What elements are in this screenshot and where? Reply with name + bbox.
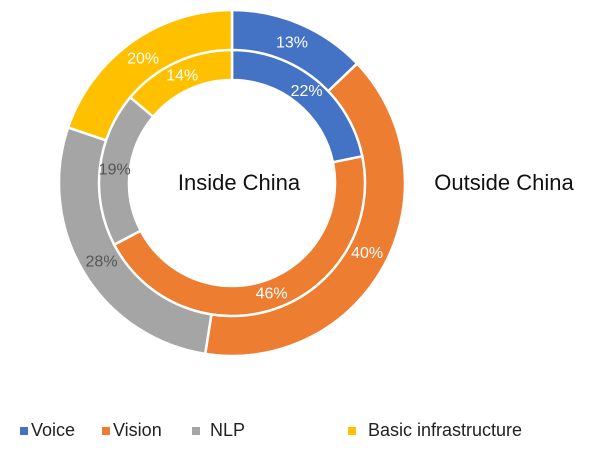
outer-label-vision: 40% (351, 245, 383, 262)
legend-item-vision: Vision (102, 420, 162, 441)
inner-ring-title: Inside China (178, 170, 301, 195)
donut-rings (57, 8, 407, 358)
legend-item-nlp: NLP (192, 420, 245, 441)
chart-legend: Voice Vision NLP Basic infrastructure (20, 420, 600, 446)
slice-labels: 13% 40% 28% 20% 22% 46% 19% 14% (86, 34, 384, 302)
inner-slice-vision (112, 154, 367, 318)
legend-label-vision: Vision (113, 420, 162, 440)
legend-item-basic-infrastructure: Basic infrastructure (348, 420, 522, 441)
legend-label-nlp: NLP (210, 420, 246, 440)
inner-label-nlp: 19% (99, 162, 131, 179)
outer-label-nlp: 28% (86, 253, 118, 270)
legend-swatch-vision (102, 426, 110, 435)
legend-swatch-basic-infrastructure (348, 426, 356, 435)
inner-slice-basic-infrastructure (128, 48, 234, 119)
legend-label-basic-infrastructure: Basic infrastructure (368, 420, 523, 440)
legend-label-voice: Voice (31, 420, 76, 440)
legend-item-voice: Voice (20, 420, 75, 441)
inner-label-vision: 46% (256, 286, 288, 303)
inner-label-voice: 22% (291, 83, 323, 100)
outer-label-basic-infrastructure: 20% (127, 51, 159, 68)
outer-label-voice: 13% (276, 34, 308, 51)
legend-swatch-voice (20, 426, 28, 435)
outer-ring-title: Outside China (434, 170, 574, 195)
inner-label-basic-infrastructure: 14% (166, 68, 198, 85)
legend-swatch-nlp (192, 426, 200, 435)
